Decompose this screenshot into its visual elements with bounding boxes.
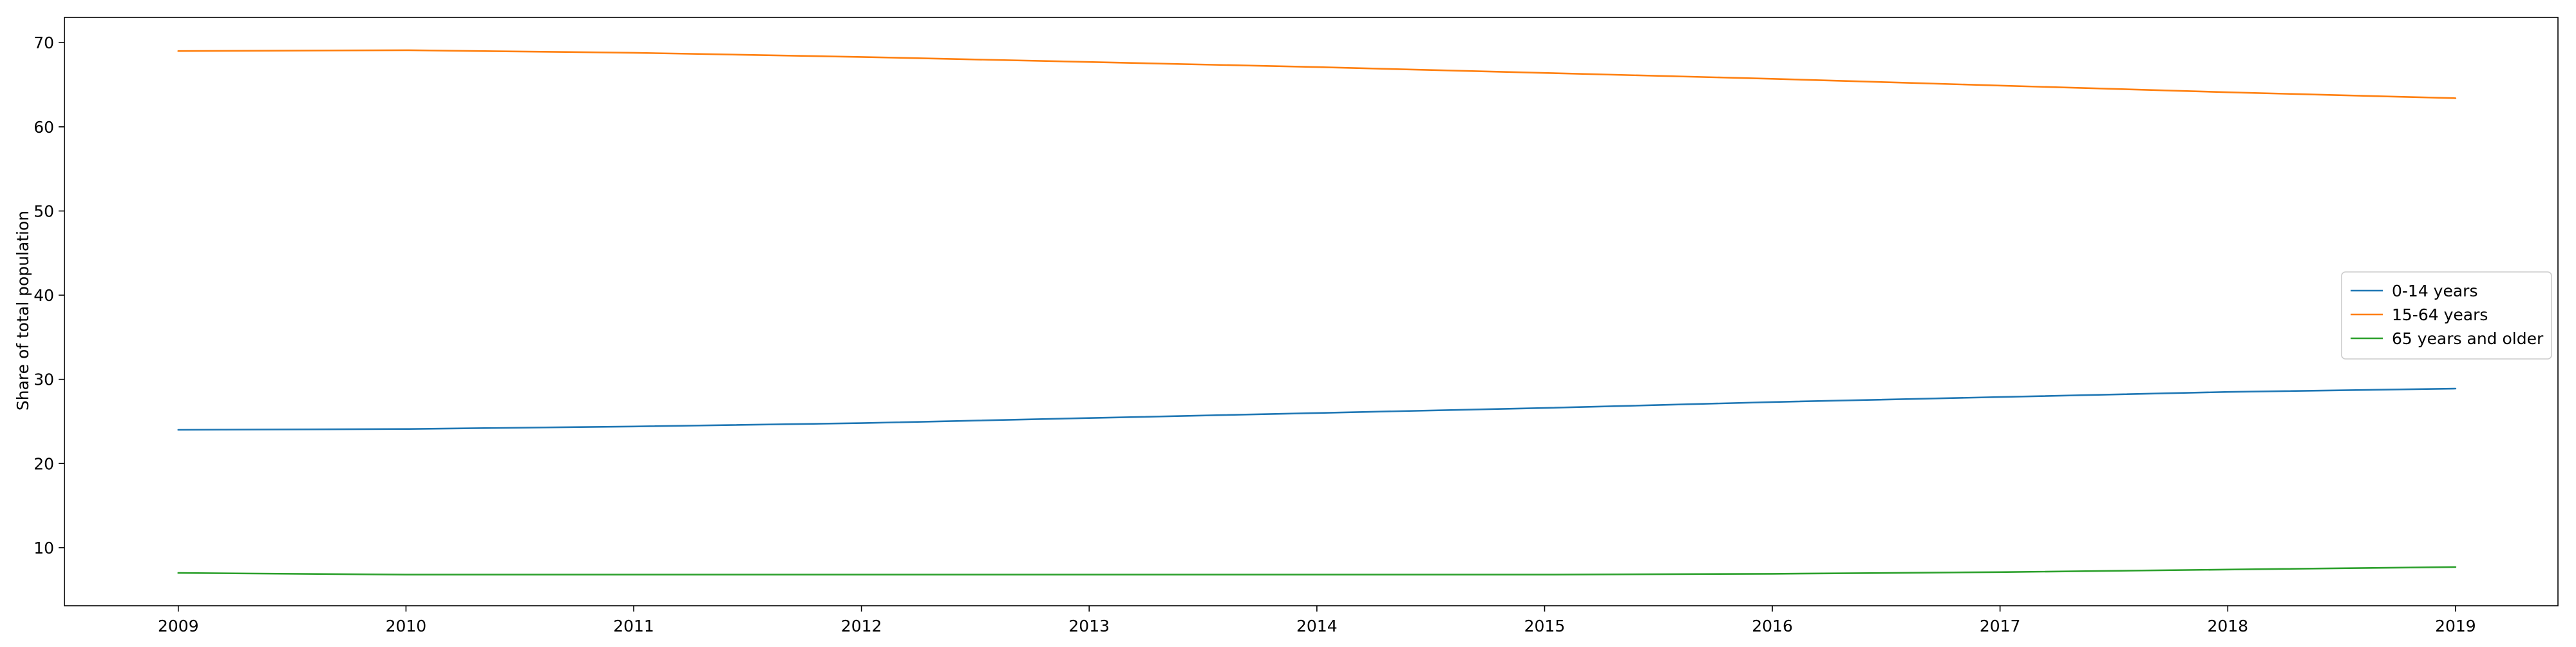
- x-tick-label: 2019: [2435, 617, 2476, 635]
- x-tick-label: 2013: [1068, 617, 1110, 635]
- series-line-1: [177, 49, 2457, 99]
- x-tick-label: 2009: [158, 617, 199, 635]
- plot-area: [64, 17, 2559, 606]
- y-tick-label: 20: [33, 454, 54, 473]
- x-tick-label: 2015: [1524, 617, 1566, 635]
- legend-box: [2341, 271, 2552, 360]
- x-tick-label: 2018: [2207, 617, 2248, 635]
- x-tick-label: 2017: [1980, 617, 2021, 635]
- y-tick-label: 10: [33, 539, 54, 557]
- legend: 0-14 years 15-64 years 65 years and older: [2341, 271, 2552, 360]
- y-tick-label: 40: [33, 286, 54, 305]
- x-tick-label: 2012: [841, 617, 882, 635]
- legend-label: 0-14 years: [2392, 282, 2477, 300]
- x-axis: 2009 2010 2011 2012 2013 2014 2015 2016 2017 2018…: [158, 606, 2476, 635]
- plot-frame: [64, 17, 2559, 606]
- y-tick-label: 60: [33, 118, 54, 137]
- series-layer: [177, 49, 2457, 576]
- y-tick-label: 30: [33, 371, 54, 389]
- series-line-2: [177, 566, 2457, 576]
- x-tick-label: 2016: [1752, 617, 1793, 635]
- x-tick-label: 2010: [386, 617, 427, 635]
- legend-label: 65 years and older: [2392, 329, 2544, 348]
- y-axis-title: Share of total population: [14, 211, 32, 410]
- y-tick-label: 70: [33, 34, 54, 52]
- legend-label: 15-64 years: [2392, 305, 2488, 324]
- x-tick-label: 2014: [1296, 617, 1338, 635]
- x-tick-label: 2011: [613, 617, 654, 635]
- series-line-0: [177, 387, 2457, 431]
- y-tick-label: 50: [33, 202, 54, 220]
- y-axis: 10 20 30 40 50 60 70: [33, 34, 64, 557]
